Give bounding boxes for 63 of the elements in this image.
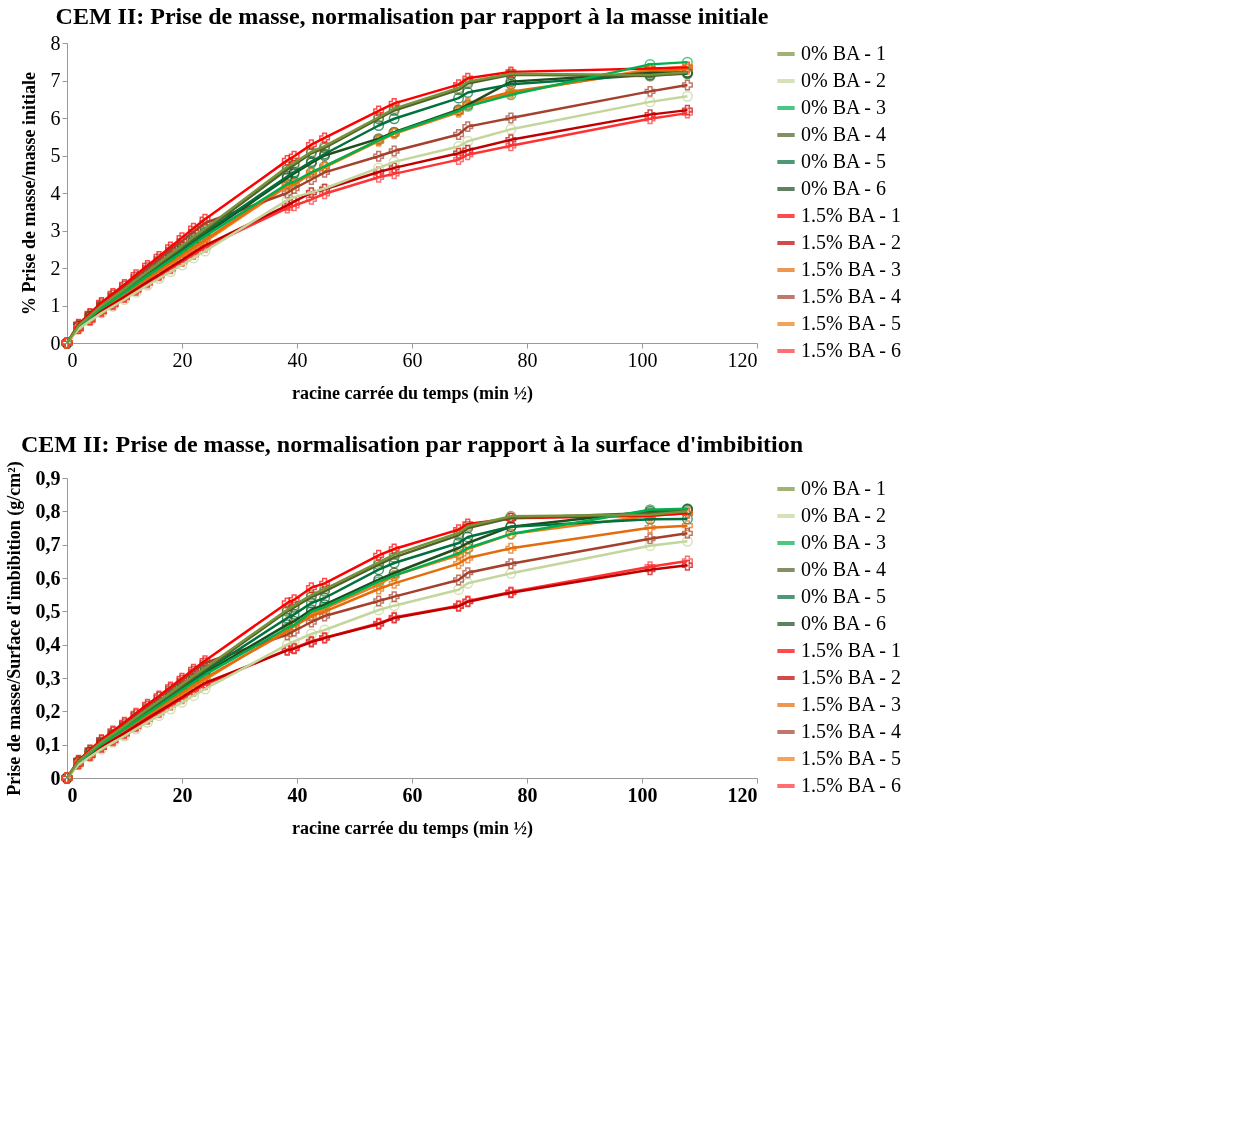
x-tick-label: 60 (402, 348, 423, 371)
y-tick-label: 2 (50, 256, 61, 279)
legend-label: 0% BA - 6 (801, 177, 886, 199)
legend-label: 1.5% BA - 4 (801, 285, 901, 307)
y-tick-label: 0,2 (35, 699, 61, 722)
y-tick-label: 1 (50, 294, 61, 316)
legend-label: 1.5% BA - 1 (801, 204, 901, 226)
x-tick-label: 80 (517, 348, 538, 371)
x-tick-label: 40 (287, 348, 308, 371)
chart-title: CEM II: Prise de masse, normalisation par rapport à la masse initiale (55, 3, 769, 29)
legend-label: 0% BA - 5 (801, 150, 886, 172)
y-tick-label: 0,9 (35, 466, 61, 489)
x-tick-label: 60 (402, 783, 423, 806)
y-tick-label: 0,7 (35, 533, 61, 556)
x-tick-label: 40 (287, 783, 308, 806)
x-tick-label: 20 (172, 348, 193, 371)
legend-label: 0% BA - 3 (801, 96, 886, 118)
y-tick-label: 0 (50, 331, 61, 354)
legend-label: 0% BA - 4 (801, 558, 886, 580)
y-tick-label: 0,4 (35, 633, 61, 656)
y-tick-label: 0 (50, 766, 61, 789)
x-tick-label: 100 (627, 783, 658, 806)
x-tick-label: 120 (727, 783, 758, 806)
legend-label: 0% BA - 2 (801, 69, 886, 91)
legend-label: 0% BA - 3 (801, 531, 886, 553)
legend-label: 1.5% BA - 6 (801, 339, 901, 361)
legend-label: 1.5% BA - 2 (801, 231, 901, 253)
y-axis-title: % Prise de masse/masse initiale (18, 72, 39, 315)
chart-title: CEM II: Prise de masse, normalisation par rapport à la surface d'imbibition (20, 430, 804, 457)
y-tick-label: 6 (50, 106, 61, 129)
legend-label: 1.5% BA - 6 (801, 774, 901, 796)
x-axis-title: racine carrée du temps (min ½) (292, 382, 533, 404)
y-tick-label: 4 (50, 181, 61, 204)
y-tick-label: 8 (50, 31, 61, 54)
y-tick-label: 3 (50, 219, 61, 241)
x-tick-label: 100 (627, 348, 658, 371)
x-tick-label: 80 (517, 783, 538, 806)
y-tick-label: 5 (50, 144, 61, 166)
legend-label: 0% BA - 2 (801, 504, 886, 526)
y-axis-title: Prise de masse/Surface d'imbibition (g/cm²) (3, 461, 25, 796)
y-tick-label: 0,6 (35, 566, 61, 589)
x-tick-label: 0 (67, 348, 78, 371)
legend-label: 0% BA - 1 (801, 477, 886, 499)
x-tick-label: 120 (727, 348, 758, 371)
legend-label: 1.5% BA - 5 (801, 312, 901, 334)
legend-label: 1.5% BA - 1 (801, 639, 901, 661)
legend-label: 0% BA - 5 (801, 585, 886, 607)
legend-label: 1.5% BA - 5 (801, 747, 901, 769)
y-tick-label: 0,5 (35, 599, 61, 622)
legend-label: 1.5% BA - 4 (801, 720, 901, 742)
legend-label: 0% BA - 4 (801, 123, 886, 145)
legend-label: 1.5% BA - 3 (801, 258, 901, 280)
legend-label: 1.5% BA - 3 (801, 693, 901, 715)
x-tick-label: 20 (172, 783, 193, 806)
y-tick-label: 0,1 (35, 733, 61, 756)
legend-label: 0% BA - 6 (801, 612, 886, 634)
legend-label: 1.5% BA - 2 (801, 666, 901, 688)
x-tick-label: 0 (67, 783, 78, 806)
y-tick-label: 7 (50, 69, 61, 91)
y-tick-label: 0,3 (35, 666, 61, 689)
y-tick-label: 0,8 (35, 499, 61, 522)
x-axis-title: racine carrée du temps (min ½) (292, 817, 533, 839)
legend-label: 0% BA - 1 (801, 42, 886, 64)
